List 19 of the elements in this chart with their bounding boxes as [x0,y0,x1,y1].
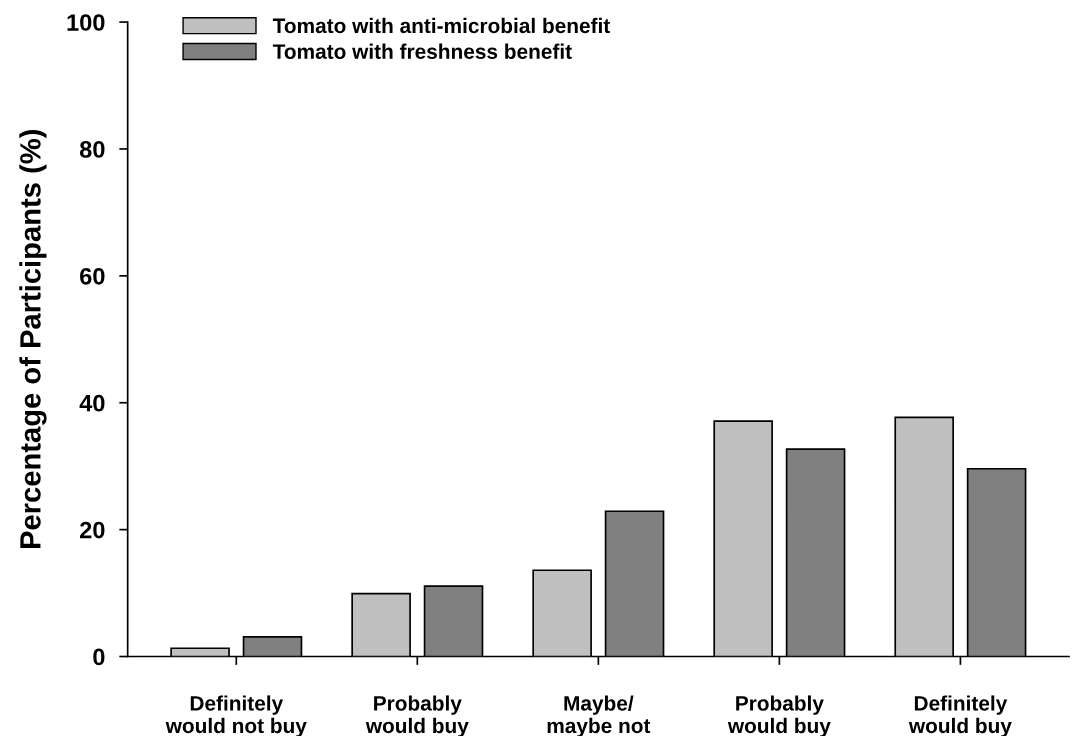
y-axis-title: Percentage of Participants (%) [19,130,47,549]
y-tick-label: 100 [67,14,105,31]
bar [242,636,303,657]
y-tick-label: 40 [79,394,105,412]
y-tick-label: 80 [79,141,105,158]
y-tick-label: 60 [80,267,105,285]
bar [894,416,954,657]
bar [423,585,484,657]
bar [713,420,773,657]
bar [966,467,1027,657]
y-tick-label: 20 [80,521,105,539]
bar [785,448,846,657]
legend-label: Tomato with anti-microbial benefit [272,17,610,34]
bar [351,592,411,657]
bar [170,647,230,657]
bar [604,510,665,657]
y-tick-label: 0 [93,648,105,666]
legend-label: Tomato with freshness benefit [272,43,572,59]
bar [532,569,592,657]
